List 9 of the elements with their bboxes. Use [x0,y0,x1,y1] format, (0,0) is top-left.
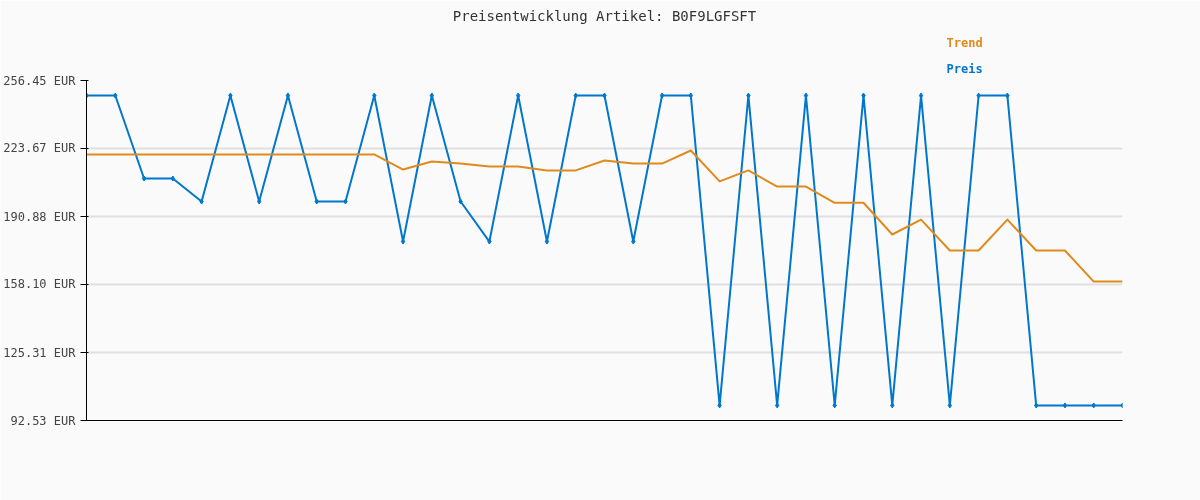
y-tick-label: 256.45 EUR [3,73,77,88]
text: Trend [946,35,983,50]
y-tick-label: 125.31 EUR [3,345,77,360]
chart-title: Preisentwicklung Artikel: B0F9LGFSFT [452,7,757,24]
y-tick-label: 158.10 EUR [3,277,77,292]
y-tick-label: 223.67 EUR [3,141,77,156]
series-label: Preis [946,61,983,76]
y-tick-label: 190.88 EUR [3,209,77,224]
y-tick-label: 92.53 EUR [10,413,77,428]
